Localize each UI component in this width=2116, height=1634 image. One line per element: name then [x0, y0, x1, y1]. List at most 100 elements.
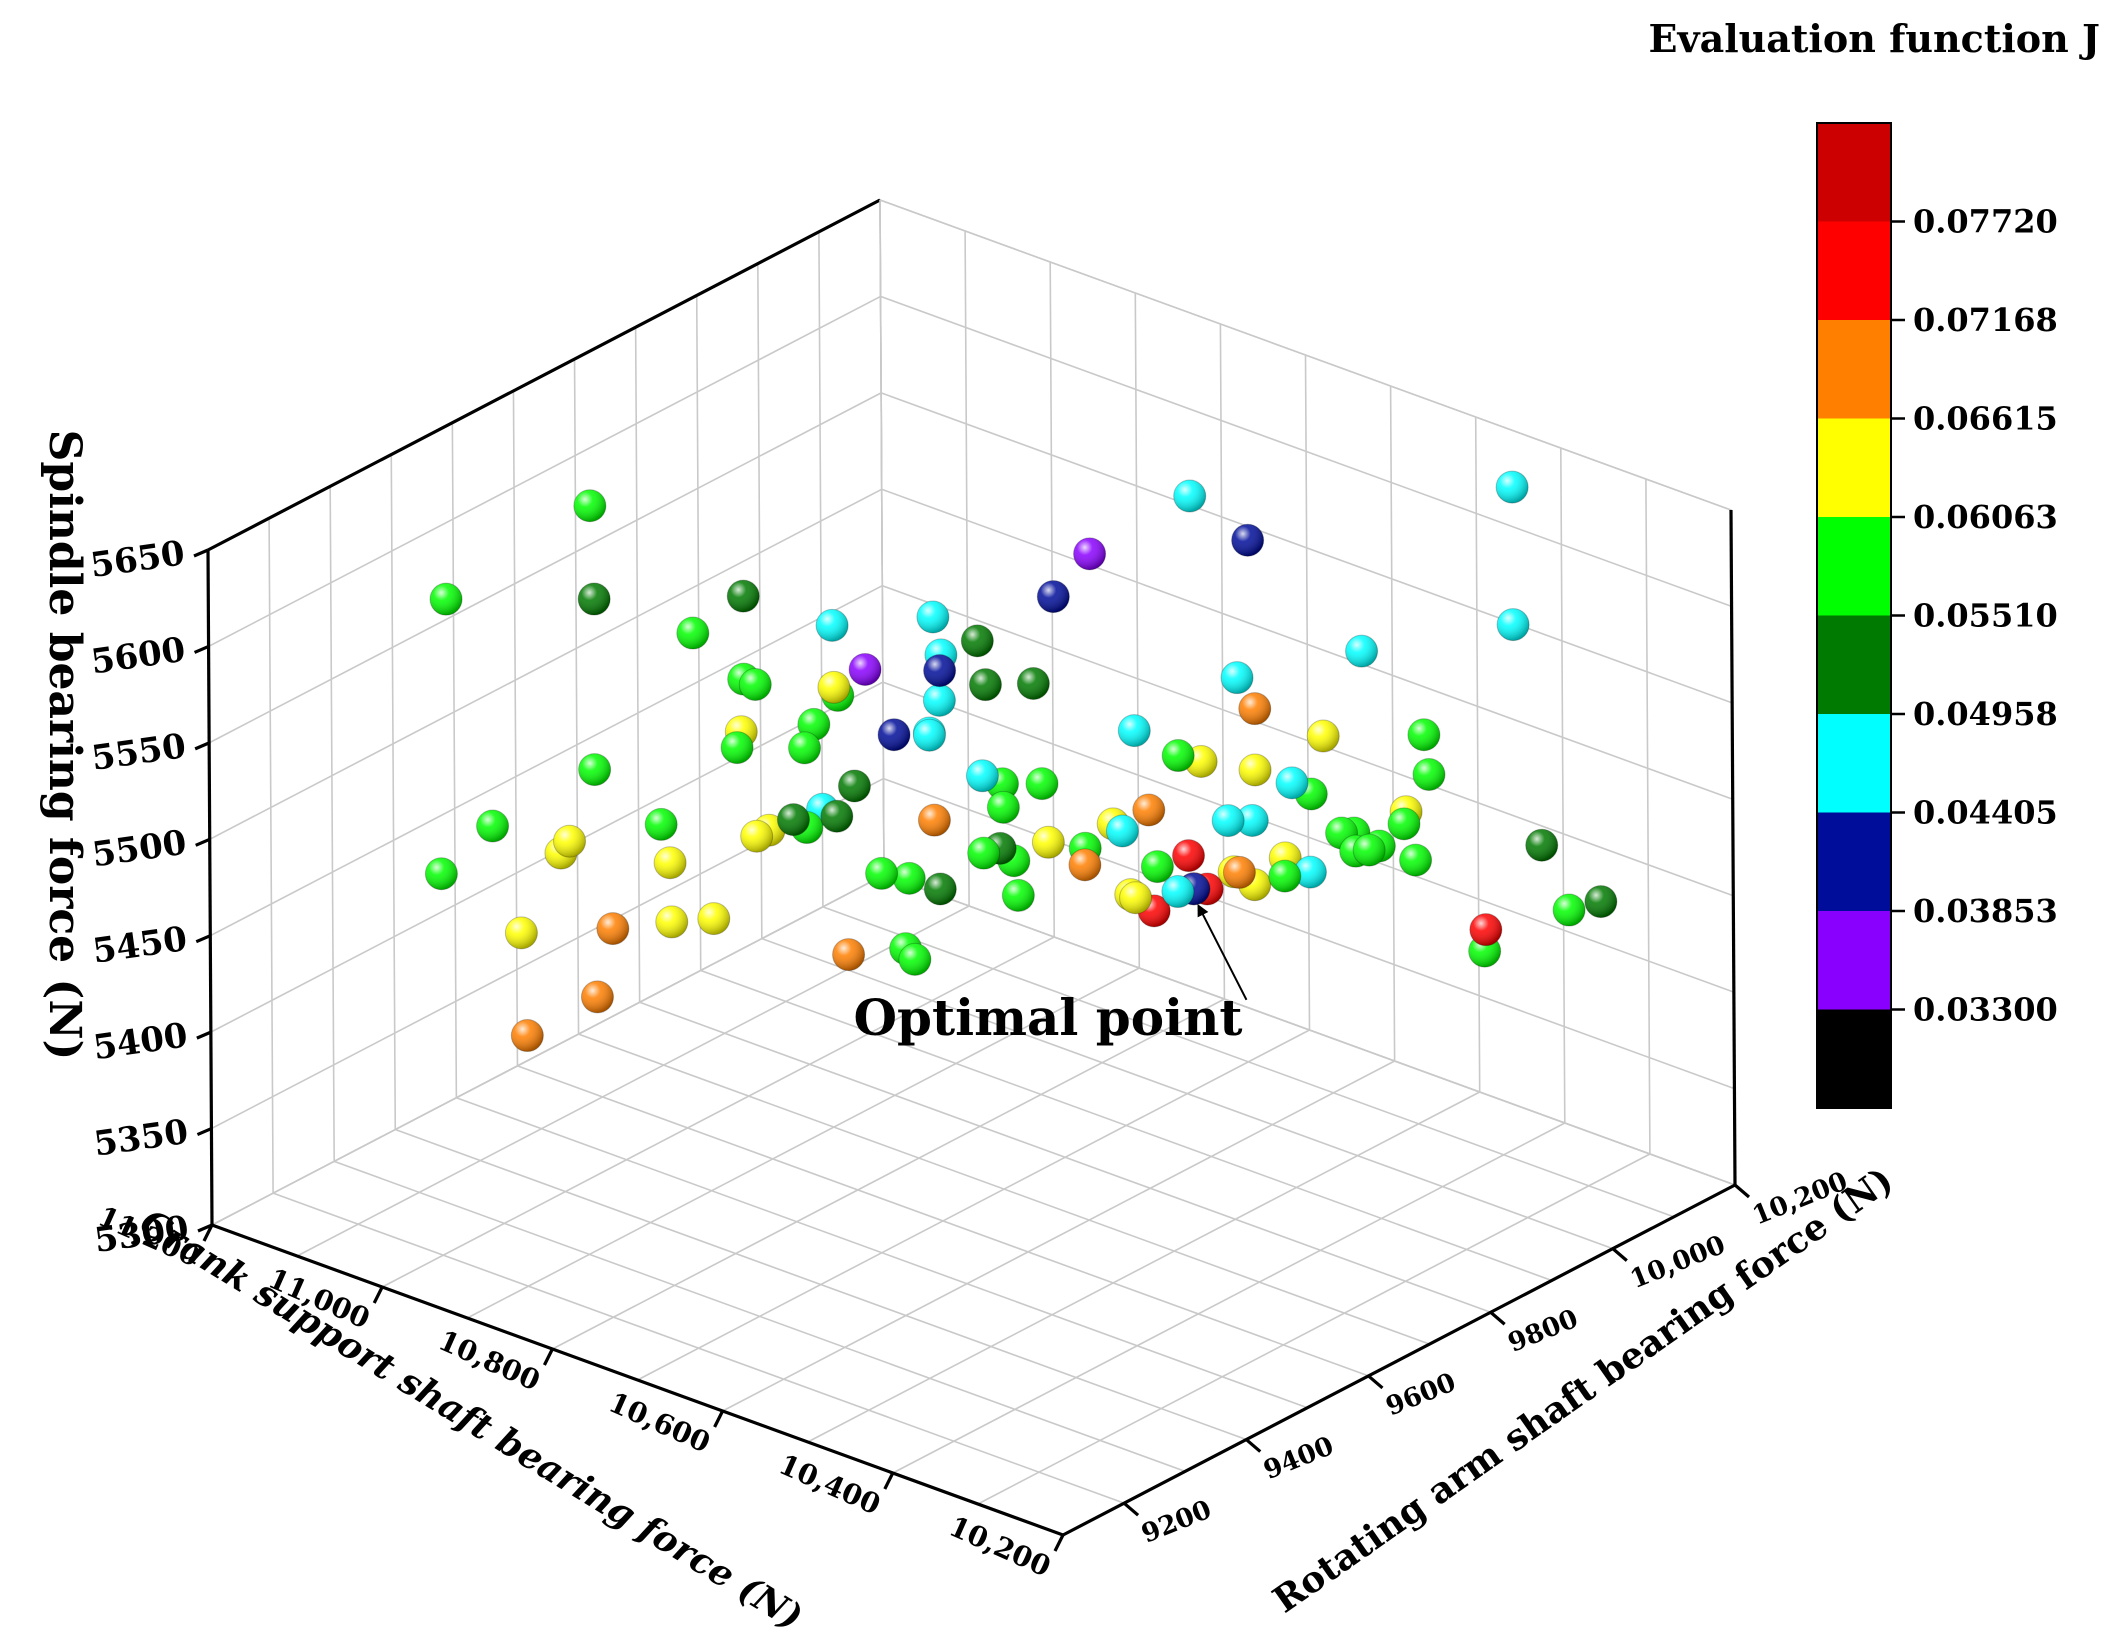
data-point-shading — [1068, 848, 1101, 881]
y-tick-label: 9200 — [1137, 1495, 1215, 1550]
z-tick — [193, 548, 209, 558]
y-tick — [1489, 1311, 1506, 1326]
data-point-shading — [820, 800, 853, 833]
z-tick — [196, 1030, 212, 1040]
grid-line — [333, 1160, 1186, 1473]
grid-line — [883, 874, 1736, 1186]
data-point — [820, 799, 854, 833]
data-point-shading — [1037, 580, 1070, 613]
data-point-shading — [1469, 913, 1502, 946]
data-point — [1275, 766, 1309, 800]
data-point — [1073, 537, 1107, 571]
data-point — [1211, 804, 1245, 838]
grid-line — [882, 584, 1734, 897]
grid-line — [517, 1065, 1369, 1377]
z-tick — [195, 934, 211, 944]
data-point — [726, 579, 760, 613]
data-point-shading — [1017, 667, 1050, 700]
grid-line — [512, 390, 519, 1066]
data-point — [697, 902, 731, 936]
data-point-shading — [1141, 850, 1174, 883]
data-point-shading — [430, 583, 463, 616]
z-tick — [194, 741, 210, 751]
grid-line — [211, 874, 885, 1226]
data-point — [1031, 825, 1065, 859]
data-point-shading — [676, 617, 709, 650]
data-point — [1117, 714, 1151, 748]
data-point-shading — [1119, 881, 1152, 914]
data-point — [1235, 804, 1269, 838]
optimal-point-annotation: Optimal point — [853, 903, 1248, 1047]
data-point-shading — [913, 719, 946, 752]
data-point — [1268, 859, 1302, 893]
data-point-shading — [1497, 608, 1530, 641]
data-point-shading — [1307, 720, 1340, 753]
colorbar-tick-label: 0.07720 — [1913, 203, 2058, 241]
z-tick-label: 5550 — [89, 726, 188, 779]
data-point — [676, 616, 710, 650]
data-point — [578, 753, 612, 787]
y-tick — [1123, 1501, 1140, 1517]
grid-line — [639, 1001, 1491, 1314]
data-point — [1068, 848, 1102, 882]
data-point — [1222, 855, 1256, 889]
data-point — [912, 718, 946, 752]
colorbar-tick-label: 0.06063 — [1913, 498, 2058, 536]
data-point — [1306, 719, 1340, 753]
y-tick-label: 9400 — [1260, 1431, 1338, 1486]
grid-line — [883, 777, 1735, 1090]
data-point-shading — [777, 803, 810, 836]
data-point-shading — [1275, 766, 1308, 799]
data-point — [510, 1019, 544, 1053]
grid-line — [394, 1128, 1247, 1441]
data-point-shading — [916, 601, 949, 634]
x-tick — [1053, 1534, 1065, 1552]
data-point-shading — [1387, 807, 1420, 840]
data-point — [1495, 470, 1529, 504]
data-point — [1001, 878, 1035, 912]
data-point-shading — [1161, 875, 1194, 908]
data-point-shading — [1238, 692, 1271, 725]
colorbar-swatch — [1817, 517, 1891, 616]
data-point — [720, 731, 754, 765]
grid-line — [456, 1096, 1308, 1409]
top-left-edge — [207, 198, 881, 552]
data-point-shading — [573, 489, 606, 522]
data-point-shading — [865, 857, 898, 890]
data-point-shading — [817, 671, 850, 704]
data-point — [424, 857, 458, 891]
back-edge — [879, 199, 885, 876]
optimal-point-label: Optimal point — [853, 988, 1242, 1047]
data-point-shading — [918, 804, 951, 837]
data-point-shading — [505, 916, 538, 949]
grid-line — [637, 1029, 1310, 1381]
grid-line — [209, 585, 883, 937]
grid-line — [1645, 478, 1651, 1155]
data-point — [1231, 523, 1265, 557]
grid-line — [807, 1091, 1481, 1443]
data-point — [923, 654, 957, 688]
grid-line — [578, 1033, 1430, 1345]
data-point-shading — [1172, 839, 1205, 872]
colorbar-title-text: Evaluation function J — [1649, 16, 2100, 61]
grid-line — [882, 681, 1735, 993]
z-tick-label: 5500 — [90, 823, 189, 876]
grid-line — [892, 1122, 1566, 1474]
x-tick — [372, 1286, 384, 1304]
data-point — [1238, 692, 1272, 726]
data-point — [1584, 885, 1618, 919]
y-tick-label: 9600 — [1382, 1367, 1460, 1422]
grid-line — [451, 422, 458, 1098]
z-tick-label: 5400 — [91, 1015, 190, 1068]
data-point-shading — [1345, 635, 1378, 668]
colorbar-swatch — [1817, 812, 1891, 912]
data-point — [573, 489, 607, 523]
data-point — [815, 608, 849, 642]
colorbar-swatch — [1817, 1009, 1891, 1109]
data-point-shading — [849, 653, 882, 686]
data-point-shading — [1236, 804, 1269, 837]
grid-line — [879, 199, 1732, 511]
grid-line — [880, 295, 1732, 608]
data-point — [1525, 828, 1559, 862]
